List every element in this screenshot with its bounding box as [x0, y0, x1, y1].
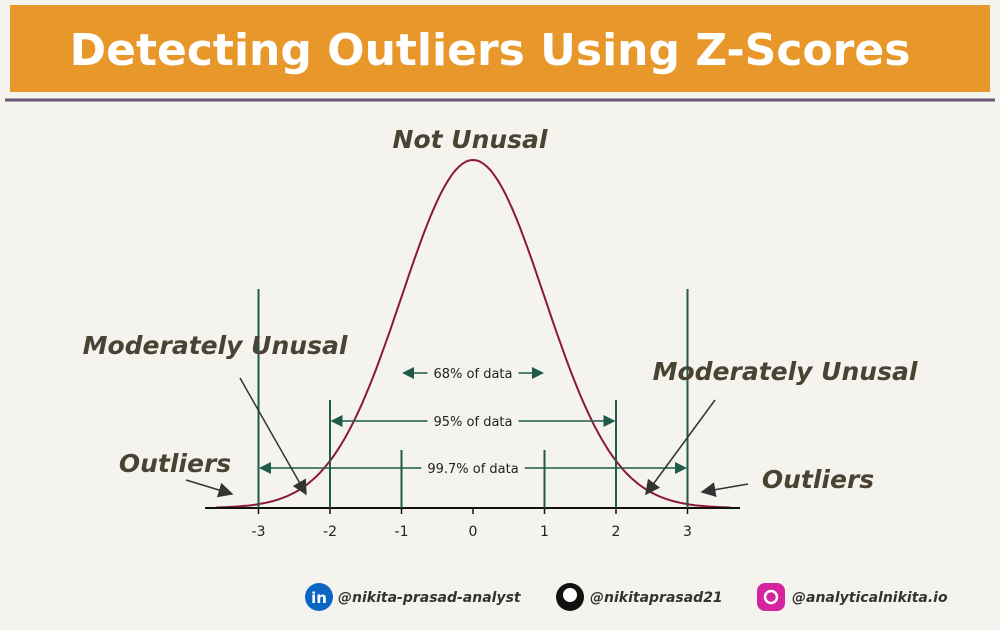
pointer — [239, 377, 307, 496]
footer: in @nikita-prasad-analyst @nikitaprasad2… — [305, 583, 948, 611]
title: Detecting Outliers Using Z-Scores — [70, 25, 911, 76]
instagram-glyph — [763, 589, 779, 605]
left-moderate-label: Moderately Unusal — [83, 331, 348, 360]
tick-label: -2 — [323, 524, 337, 540]
instagram-handle[interactable]: @analyticalnikita.io — [792, 590, 948, 606]
tick-label: 0 — [469, 524, 478, 540]
linkedin-icon — [305, 583, 333, 611]
range-label: 68% of data — [434, 367, 513, 382]
linkedin-handle[interactable]: @nikita-prasad-analyst — [338, 590, 522, 606]
right-moderate-label: Moderately Unusal — [653, 357, 918, 386]
range-label: 99.7% of data — [427, 462, 518, 477]
pointer — [645, 399, 716, 496]
pointer — [700, 482, 749, 498]
linkedin-glyph: in — [311, 589, 327, 607]
github-handle[interactable]: @nikitaprasad21 — [590, 590, 723, 606]
normal-curve-diagram: -3 -2 -1 0 1 2 3 68% of data 95% of data 99.7% of… — [205, 158, 740, 540]
range-label: 95% of data — [434, 415, 513, 430]
tick-label: 2 — [612, 524, 621, 540]
tick-label: 1 — [540, 524, 549, 540]
github-glyph — [563, 588, 577, 602]
pointer — [185, 479, 234, 498]
tick-label: -1 — [395, 524, 409, 540]
right-outliers-label: Outliers — [762, 465, 874, 494]
tick-label: -3 — [252, 524, 266, 540]
left-outliers-label: Outliers — [119, 449, 231, 478]
tick-label: 3 — [683, 524, 692, 540]
peak-label: Not Unusal — [393, 125, 548, 154]
instagram-icon — [757, 583, 785, 611]
header-bar — [10, 5, 990, 92]
